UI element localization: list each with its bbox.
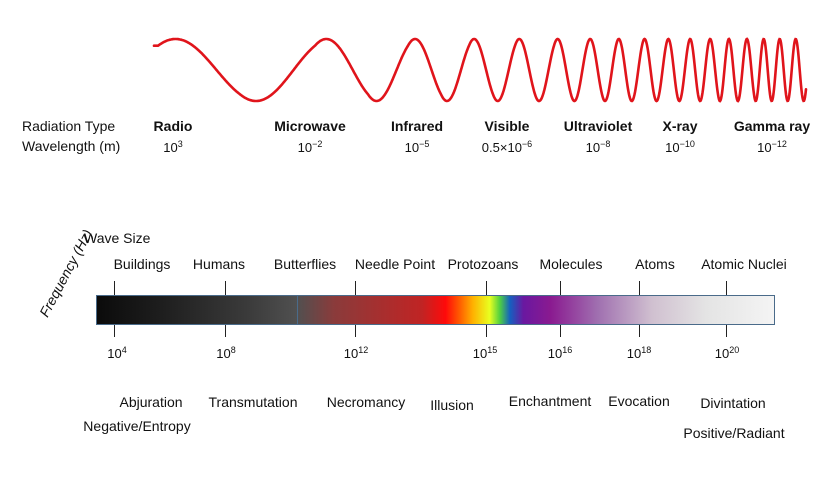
- frequency-label: 1012: [343, 345, 369, 362]
- school-transmutation: Transmutation: [208, 394, 298, 410]
- wave-size-buildings: Buildings: [113, 256, 171, 272]
- wave-size-humans: Humans: [192, 256, 246, 272]
- electromagnetic-wave: [152, 37, 808, 103]
- frequency-axis-title: Frequency (Hz): [36, 226, 96, 320]
- wavelength-infrared: 10−5: [404, 139, 430, 156]
- school-abjuration: Abjuration: [119, 394, 183, 410]
- spectrum-bar-divider: [297, 295, 298, 325]
- wavelength-label: Wavelength (m): [22, 138, 121, 154]
- school-positive-radiant: Positive/Radiant: [683, 425, 785, 441]
- school-negative-entropy: Negative/Entropy: [83, 418, 191, 434]
- frequency-label: 1015: [472, 345, 498, 362]
- size-tick: [560, 281, 561, 295]
- radiation-name-ultraviolet: Ultraviolet: [563, 118, 633, 134]
- wave-size-molecules: Molecules: [539, 256, 603, 272]
- frequency-tick: [639, 325, 640, 337]
- size-tick: [639, 281, 640, 295]
- frequency-tick: [355, 325, 356, 337]
- wave-size-needle-point: Needle Point: [354, 256, 436, 272]
- radiation-name-infrared: Infrared: [390, 118, 444, 134]
- radiation-name-radio: Radio: [153, 118, 193, 134]
- wave-line: [152, 37, 808, 103]
- size-tick: [225, 281, 226, 295]
- frequency-tick: [560, 325, 561, 337]
- frequency-label: 104: [107, 345, 127, 362]
- spectrum-bar: [96, 295, 775, 325]
- wavelength-microwave: 10−2: [297, 139, 323, 156]
- radiation-type-label: Radiation Type: [22, 118, 116, 134]
- school-illusion: Illusion: [430, 397, 474, 413]
- radiation-name-microwave: Microwave: [274, 118, 346, 134]
- size-tick: [726, 281, 727, 295]
- wave-size-atomic-nuclei: Atomic Nuclei: [701, 256, 787, 272]
- wavelength-ultraviolet: 10−8: [585, 139, 611, 156]
- school-evocation: Evocation: [608, 393, 670, 409]
- frequency-label: 1016: [547, 345, 573, 362]
- size-tick: [114, 281, 115, 295]
- wave-size-title: Wave Size: [84, 230, 151, 246]
- frequency-tick: [114, 325, 115, 337]
- wavelength-radio: 103: [163, 139, 183, 156]
- radiation-name-xray: X-ray: [662, 118, 698, 134]
- school-necromancy: Necromancy: [326, 394, 406, 410]
- wavelength-xray: 10−10: [665, 139, 695, 156]
- frequency-label: 1020: [714, 345, 740, 362]
- wavelength-visible: 0.5×10−6: [481, 139, 533, 156]
- wave-size-protozoans: Protozoans: [447, 256, 519, 272]
- frequency-tick: [486, 325, 487, 337]
- frequency-label: 108: [216, 345, 236, 362]
- school-enchantment: Enchantment: [508, 393, 592, 409]
- size-tick: [355, 281, 356, 295]
- wavelength-gamma-ray: 10−12: [757, 139, 787, 156]
- size-tick: [486, 281, 487, 295]
- wave-size-atoms: Atoms: [635, 256, 675, 272]
- radiation-name-visible: Visible: [484, 118, 530, 134]
- frequency-label: 1018: [626, 345, 652, 362]
- frequency-tick: [726, 325, 727, 337]
- wave-size-butterflies: Butterflies: [273, 256, 337, 272]
- radiation-name-gamma-ray: Gamma ray: [733, 118, 811, 134]
- frequency-tick: [225, 325, 226, 337]
- school-divintation: Divintation: [700, 395, 766, 411]
